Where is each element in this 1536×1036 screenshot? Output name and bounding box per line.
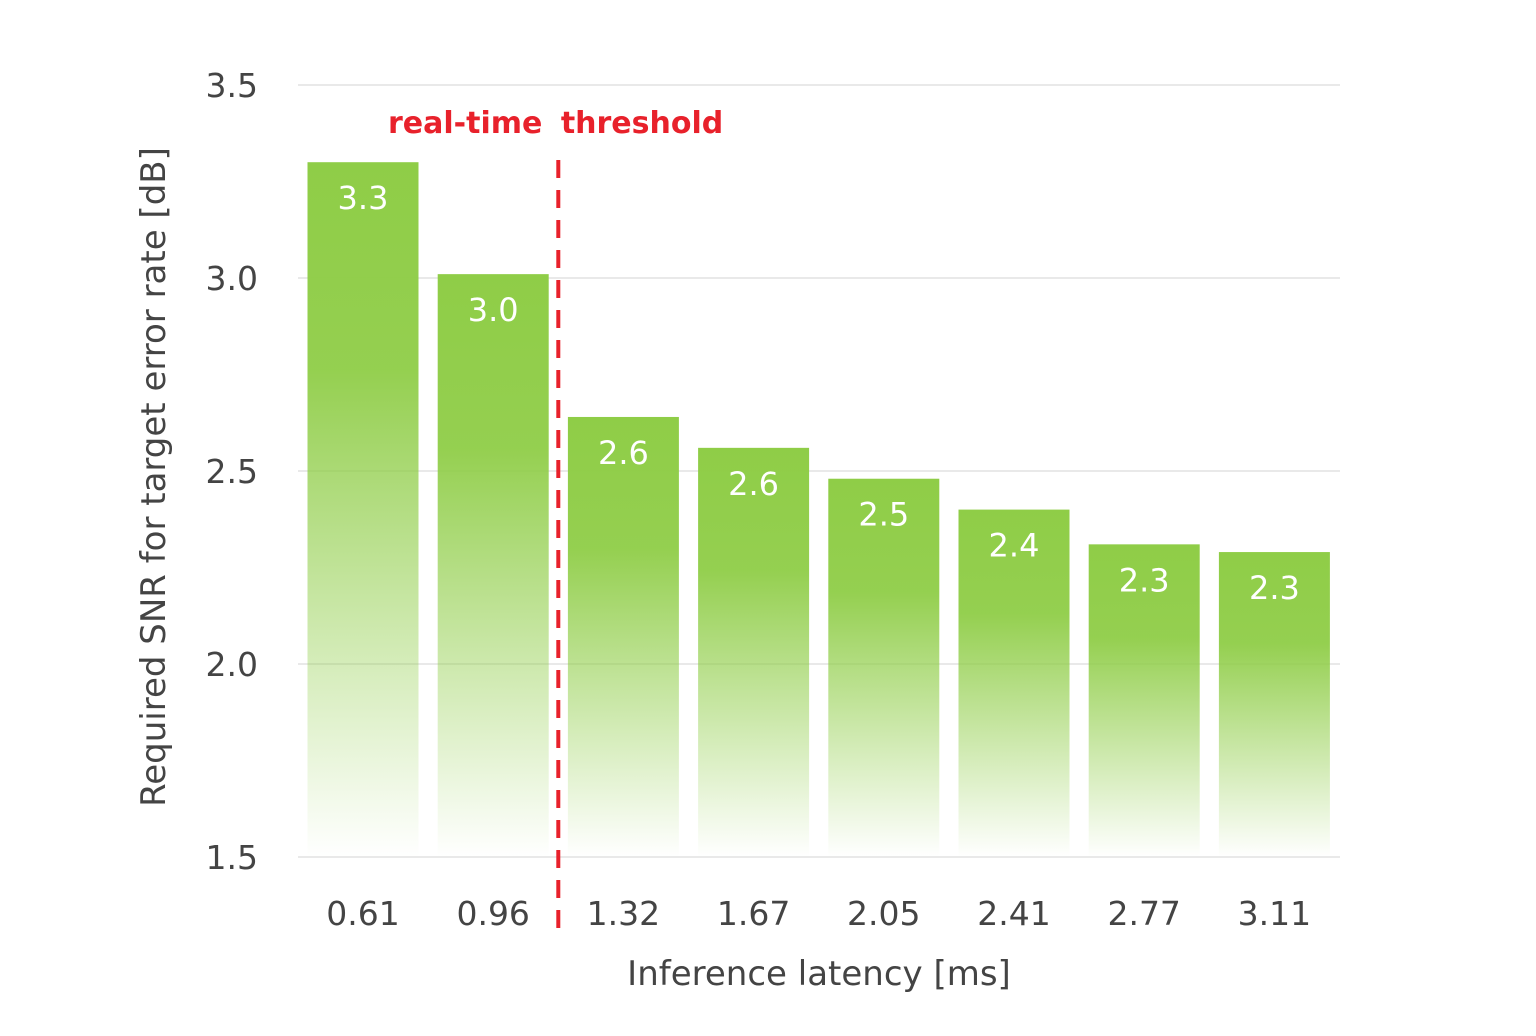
bar-value-label: 2.6 (598, 434, 649, 472)
x-tick-label: 1.67 (717, 894, 790, 933)
y-tick-label: 2.5 (206, 452, 258, 491)
y-tick-label: 2.0 (206, 645, 258, 684)
x-axis-title: Inference latency [ms] (627, 954, 1011, 994)
y-axis-ticks: 1.5 2.0 2.5 3.0 3.5 (206, 66, 258, 877)
bar-value-label: 2.3 (1119, 561, 1170, 599)
threshold-label: real-time threshold (388, 106, 723, 141)
x-tick-label: 2.05 (847, 894, 920, 933)
bars (307, 162, 1330, 857)
y-tick-label: 3.5 (206, 66, 258, 105)
x-tick-label: 3.11 (1238, 894, 1311, 933)
threshold-label-part2: threshold (561, 106, 723, 141)
bar (307, 162, 419, 857)
x-tick-label: 0.96 (456, 894, 529, 933)
bar-value-label: 3.3 (338, 179, 389, 217)
x-tick-label: 1.32 (587, 894, 660, 933)
bar (1088, 544, 1200, 857)
bar-value-labels: 3.3 3.0 2.6 2.6 2.5 2.4 2.3 2.3 (338, 179, 1300, 607)
x-tick-label: 2.77 (1107, 894, 1180, 933)
x-tick-label: 2.41 (977, 894, 1050, 933)
bar (1218, 552, 1330, 857)
x-tick-label: 0.61 (326, 894, 399, 933)
bar (828, 478, 940, 857)
y-tick-label: 3.0 (206, 259, 258, 298)
bar-value-label: 2.4 (989, 527, 1040, 565)
bar (698, 447, 810, 857)
x-axis-ticks: 0.61 0.96 1.32 1.67 2.05 2.41 2.77 3.11 (326, 894, 1311, 933)
y-tick-label: 1.5 (206, 838, 258, 877)
bar (437, 274, 549, 857)
bar (958, 509, 1070, 857)
bar (567, 416, 679, 857)
bar-value-label: 3.0 (468, 291, 519, 329)
bar-value-label: 2.5 (858, 496, 909, 534)
y-axis-title: Required SNR for target error rate [dB] (134, 147, 174, 807)
bar-value-label: 2.6 (728, 465, 779, 503)
threshold-label-part1: real-time (388, 106, 542, 141)
bar-value-label: 2.3 (1249, 569, 1300, 607)
